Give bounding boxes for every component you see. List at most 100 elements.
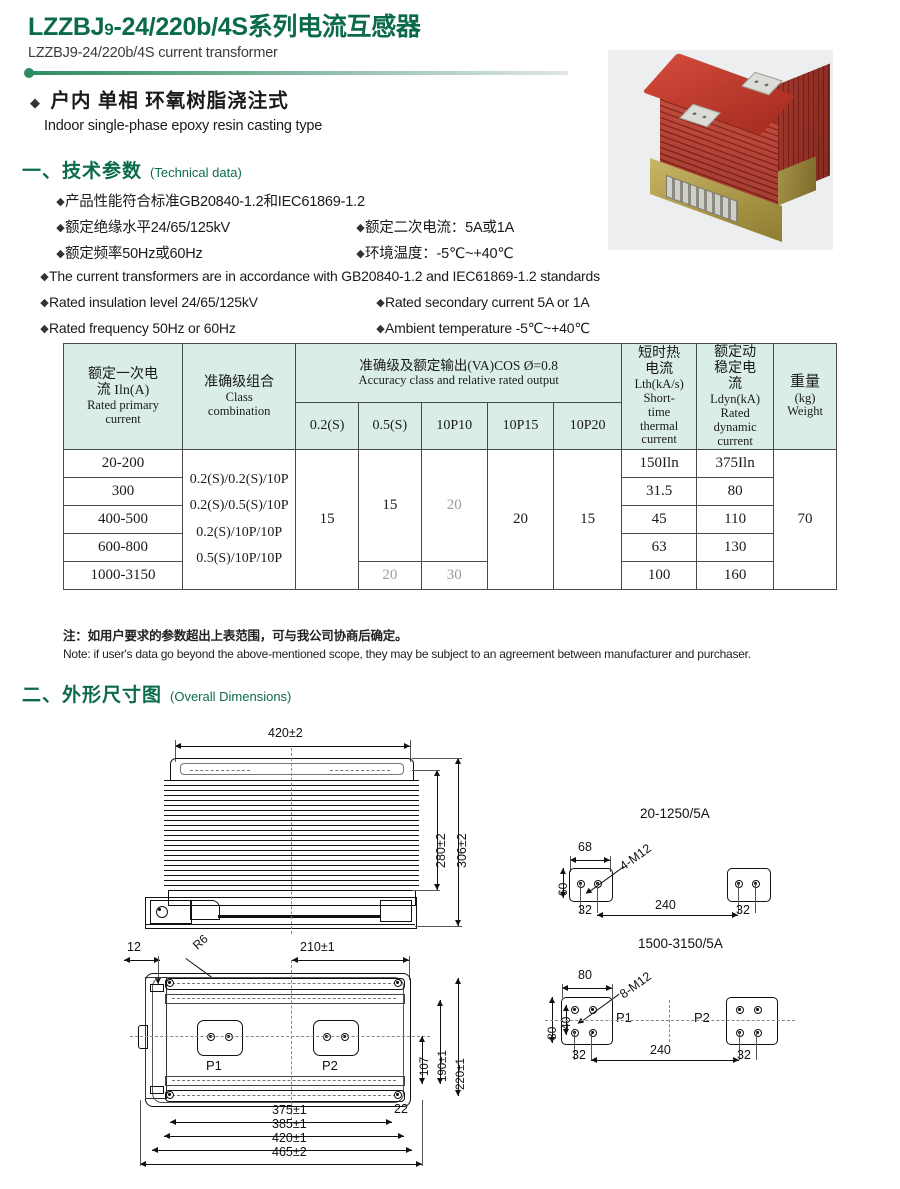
spec-item-en-2: ◆Rated insulation level 24/65/125kV ◆Rat…	[40, 294, 600, 320]
col-weight: 重量 (kg) Weight	[773, 342, 837, 451]
terminal-b-label-p2: P2	[694, 1010, 710, 1025]
cell-thermal: 45	[621, 505, 698, 535]
cell-dynamic: 110	[696, 505, 775, 535]
hdr-line: current	[105, 411, 141, 426]
dim-notch-12: 12	[127, 940, 141, 954]
label-p2: P2	[322, 1058, 338, 1073]
table-row: 400-500 45 110	[62, 505, 837, 535]
hdr-line: 稳定电	[714, 361, 757, 377]
spec-item-cn-1: ◆产品性能符合标准GB20840-1.2和IEC61869-1.2	[56, 190, 365, 216]
product-type-block: ◆ 户内 单相 环氧树脂浇注式 Indoor single-phase epox…	[30, 84, 322, 134]
cell-acc-05s-top: 15	[357, 449, 422, 563]
spec-text: 产品性能符合标准GB20840-1.2和IEC61869-1.2	[65, 194, 365, 210]
dim-b-edge-right: 32	[737, 1048, 751, 1062]
cell-acc-10p10-bottom: 30	[420, 561, 488, 591]
plan-pad-p1	[197, 1020, 243, 1056]
cell-dynamic: 130	[696, 533, 775, 563]
dim-385: 385±1	[272, 1117, 307, 1131]
diamond-bullet-icon: ◆	[356, 222, 365, 234]
cell-class-combinations: 0.2(S)/0.2(S)/10P 0.2(S)/0.5(S)/10P 0.2(…	[182, 449, 297, 591]
cell-dynamic: 80	[696, 477, 775, 507]
terminal-a-pad-left	[569, 868, 613, 902]
section2-title-en: (Overall Dimensions)	[170, 689, 292, 704]
hdr-line: 短时热	[638, 346, 681, 362]
class-combo: 0.2(S)/10P/10P	[196, 524, 283, 540]
spec-item-cn-2: ◆额定绝缘水平24/65/125kV ◆额定二次电流：5A或1A	[56, 216, 514, 242]
dim-22: 22	[394, 1102, 408, 1116]
hdr-line: Class	[225, 389, 253, 404]
hdr-line: thermal	[640, 418, 679, 433]
product-type-cn: 户内 单相 环氧树脂浇注式	[50, 90, 289, 112]
cell-acc-10p10-top: 20	[420, 449, 488, 563]
hdr-line: Ldyn(kA)	[710, 392, 761, 407]
spec-text: 额定绝缘水平24/65/125kV	[65, 220, 231, 236]
hdr-line: Rated primary	[87, 397, 159, 412]
hdr-line: 额定一次电	[88, 366, 159, 382]
table-row: 20-200 0.2(S)/0.2(S)/10P 0.2(S)/0.5(S)/1…	[62, 449, 837, 591]
col-acc-02s: 0.2(S)	[295, 401, 359, 451]
spec-text: The current transformers are in accordan…	[49, 268, 600, 284]
table-note: 注：如用户要求的参数超出上表范围，可与我公司协商后确定。 Note: if us…	[63, 625, 853, 661]
spec-item-en-2b: ◆Rated secondary current 5A or 1A	[376, 294, 590, 312]
table-row: 1000-3150 20 30 100 160	[62, 561, 837, 591]
table-row: 300 31.5 80	[62, 477, 837, 507]
page-title-en: LZZBJ9-24/220b/4S current transformer	[28, 44, 278, 61]
cell-weight: 70	[773, 449, 837, 591]
cell-thermal: 63	[621, 533, 698, 563]
spec-item-cn-3: ◆额定频率50Hz或60Hz ◆环境温度：-5℃~+40℃	[56, 242, 513, 268]
terminal-b-pad-left	[561, 997, 613, 1045]
hdr-line: 重量	[790, 374, 821, 391]
front-top-inset	[180, 763, 404, 775]
cell-dynamic: 160	[696, 561, 775, 591]
spec-item-cn-2b: ◆额定二次电流：5A或1A	[356, 216, 514, 237]
section1-title-en: (Technical data)	[150, 165, 242, 180]
diamond-bullet-icon: ◆	[56, 248, 65, 260]
label-p1: P1	[206, 1058, 222, 1073]
hdr-line: Lth(kA/s)	[634, 377, 684, 392]
hdr-line: Rated	[720, 406, 750, 421]
spec-text: Ambient temperature -5℃~+40℃	[385, 320, 590, 336]
spec-item-cn-3b: ◆环境温度：-5℃~+40℃	[356, 242, 513, 263]
product-type-en: Indoor single-phase epoxy resin casting …	[44, 118, 323, 134]
col-dynamic-current: 额定动 稳定电 流 Ldyn(kA) Rated dynamic current	[696, 342, 775, 451]
dim-465: 465±2	[272, 1145, 307, 1159]
spec-text: Rated secondary current 5A or 1A	[385, 294, 590, 310]
terminal-a-title: 20-1250/5A	[640, 806, 710, 821]
cell-thermal: 150Iln	[621, 449, 698, 479]
diamond-bullet-icon: ◆	[376, 323, 385, 335]
diamond-bullet-icon: ◆	[30, 95, 40, 110]
page-title: LZZBJ9-24/220b/4S系列电流互感器	[28, 13, 588, 42]
page-header: LZZBJ9-24/220b/4S系列电流互感器 LZZBJ9-24/220b/…	[28, 13, 588, 61]
terminal-a-pad-right	[727, 868, 771, 902]
spec-list-cn: ◆产品性能符合标准GB20840-1.2和IEC61869-1.2 ◆额定绝缘水…	[56, 190, 514, 268]
hdr-line: Short-	[643, 391, 675, 406]
note-cn: 注：如用户要求的参数超出上表范围，可与我公司协商后确定。	[63, 629, 408, 643]
terminal-b-label-p1: P1	[616, 1010, 632, 1025]
hdr-line: Accuracy class and relative rated output	[358, 372, 559, 387]
hdr-line: combination	[207, 403, 271, 418]
hdr-line: Weight	[787, 404, 823, 419]
cell-thermal: 100	[621, 561, 698, 591]
table-body: 20-200 0.2(S)/0.2(S)/10P 0.2(S)/0.5(S)/1…	[62, 449, 837, 591]
hdr-line: 准确级及额定输出(VA)COS Ø=0.8	[359, 358, 558, 374]
front-base	[145, 897, 417, 929]
spec-text: 环境温度：-5℃~+40℃	[365, 246, 514, 262]
diamond-bullet-icon: ◆	[356, 248, 365, 260]
dim-center-span: 210±1	[300, 940, 335, 954]
dim-front-width: 420±2	[268, 726, 303, 740]
dim-front-height-outer: 306±2	[455, 833, 469, 868]
plan-pad-p2	[313, 1020, 359, 1056]
table-row: 600-800 63 130	[62, 533, 837, 563]
diamond-bullet-icon: ◆	[40, 323, 49, 335]
hdr-line: 流 Iln(A)	[96, 382, 150, 398]
cell-primary-current: 1000-3150	[62, 561, 184, 591]
note-en: Note: if user's data go beyond the above…	[63, 647, 751, 661]
hdr-line: 额定动	[714, 345, 757, 360]
dim-a-width: 68	[578, 840, 592, 854]
dim-radius-r6: R6	[190, 931, 211, 953]
diamond-bullet-icon: ◆	[56, 222, 65, 234]
diamond-bullet-icon: ◆	[40, 271, 49, 283]
section-technical-data: 一、技术参数 (Technical data)	[22, 156, 242, 183]
